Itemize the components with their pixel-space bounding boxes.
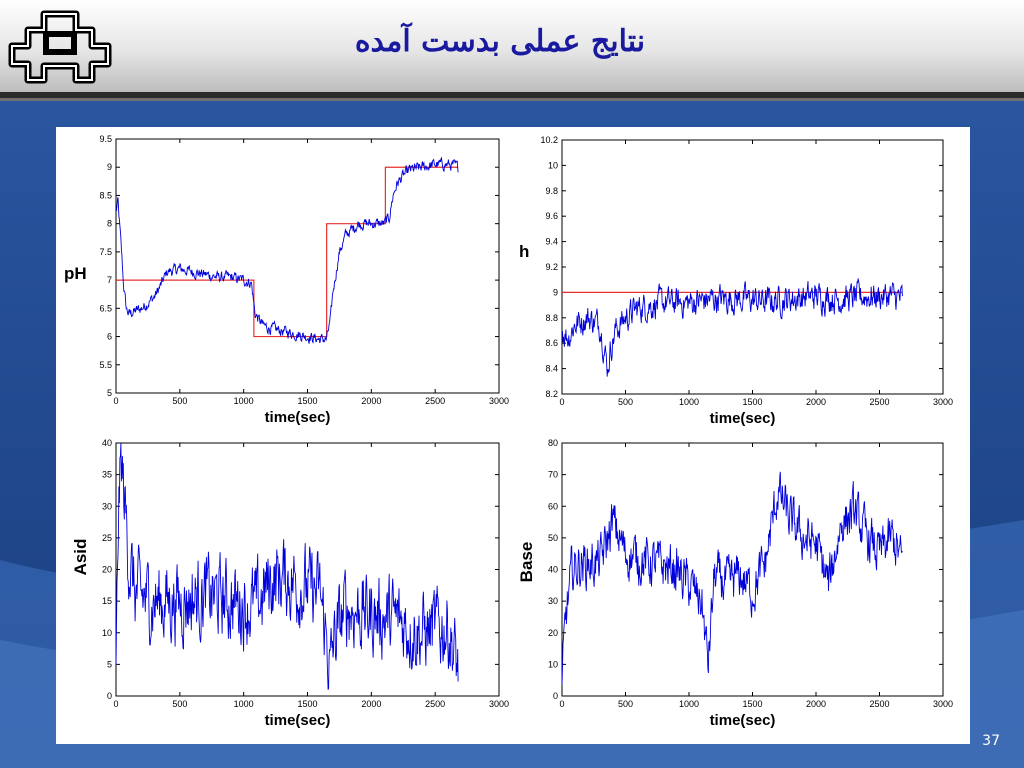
- x-axis-label: time(sec): [710, 410, 776, 427]
- y-tick-label: 6: [107, 332, 112, 342]
- slide-header: نتایج عملی بدست آمده: [0, 0, 1024, 92]
- y-tick-label: 8.4: [545, 364, 558, 374]
- x-tick-label: 500: [618, 699, 633, 709]
- y-axis-label: h: [519, 242, 529, 261]
- x-tick-label: 3000: [489, 699, 509, 709]
- x-tick-label: 2500: [425, 396, 445, 406]
- chart-ph: 0 500 1000 1500 2000 2500 3000 5 5.5 6 6.5 7 7.5 8 8.5…: [64, 134, 509, 426]
- measured-trace: [115, 442, 459, 690]
- x-axis-label: time(sec): [265, 712, 331, 729]
- y-tick-label: 5: [107, 388, 112, 398]
- y-tick-label: 8: [107, 219, 112, 229]
- x-tick-label: 2000: [361, 699, 381, 709]
- plot-area: [561, 139, 944, 395]
- header-divider-shadow: [0, 98, 1024, 101]
- x-tick-label: 2000: [806, 397, 826, 407]
- y-tick-label: 30: [548, 596, 558, 606]
- page-number: 37: [982, 733, 1000, 749]
- plot-area: [115, 442, 500, 697]
- chart-asid: 0 500 1000 1500 2000 2500 3000 0 5 10 15 20 25 30 35 40…: [71, 438, 509, 729]
- setpoint-line: [116, 166, 459, 338]
- y-tick-label: 8.5: [99, 190, 112, 200]
- y-tick-label: 35: [102, 470, 112, 480]
- y-tick-label: 8.8: [545, 313, 558, 323]
- y-tick-label: 10.2: [540, 135, 558, 145]
- y-tick-label: 9: [553, 287, 558, 297]
- x-tick-label: 1500: [742, 397, 762, 407]
- measured-trace: [561, 471, 903, 685]
- y-tick-label: 10: [548, 160, 558, 170]
- x-tick-label: 2500: [869, 397, 889, 407]
- x-tick-label: 1000: [234, 699, 254, 709]
- x-tick-label: 1000: [679, 699, 699, 709]
- x-axis-label: time(sec): [265, 409, 331, 426]
- x-axis-label: time(sec): [710, 712, 776, 729]
- y-tick-label: 7.5: [99, 247, 112, 257]
- y-tick-label: 30: [102, 501, 112, 511]
- y-tick-label: 8.2: [545, 389, 558, 399]
- y-axis-label: Asid: [71, 539, 90, 576]
- y-axis-label: Base: [517, 542, 536, 583]
- y-tick-label: 8.6: [545, 338, 558, 348]
- x-tick-label: 2500: [425, 699, 445, 709]
- y-axis-label: pH: [64, 264, 87, 283]
- x-tick-label: 1500: [742, 699, 762, 709]
- slide-title: نتایج عملی بدست آمده: [354, 24, 646, 59]
- y-tick-label: 25: [102, 533, 112, 543]
- x-tick-label: 1000: [234, 396, 254, 406]
- x-tick-label: 0: [559, 397, 564, 407]
- y-tick-label: 20: [548, 628, 558, 638]
- y-tick-label: 40: [548, 565, 558, 575]
- x-tick-label: 0: [113, 699, 118, 709]
- y-tick-label: 80: [548, 438, 558, 448]
- header-divider: [0, 92, 1024, 98]
- y-tick-label: 9.4: [545, 237, 558, 247]
- y-tick-label: 10: [102, 628, 112, 638]
- y-tick-label: 9: [107, 162, 112, 172]
- x-tick-label: 2500: [869, 699, 889, 709]
- x-tick-label: 500: [172, 699, 187, 709]
- x-tick-label: 3000: [489, 396, 509, 406]
- x-tick-label: 1000: [679, 397, 699, 407]
- chart-base: 0 500 1000 1500 2000 2500 3000 0 10 20 30 40 50 60 70 8…: [517, 438, 953, 729]
- y-tick-label: 0: [553, 691, 558, 701]
- x-tick-label: 3000: [933, 699, 953, 709]
- chart-h: 0 500 1000 1500 2000 2500 3000 8.2 8.4 8.6 8.8 9 9.2…: [519, 135, 953, 427]
- y-tick-label: 0: [107, 691, 112, 701]
- x-tick-label: 2000: [806, 699, 826, 709]
- measured-trace: [115, 156, 459, 344]
- y-tick-label: 40: [102, 438, 112, 448]
- x-tick-label: 0: [113, 396, 118, 406]
- x-tick-label: 2000: [361, 396, 381, 406]
- university-logo-icon: [8, 10, 112, 84]
- charts-canvas: 0 500 1000 1500 2000 2500 300055.566.577.588.5…: [64, 134, 953, 729]
- y-tick-label: 9.8: [545, 186, 558, 196]
- y-tick-label: 6.5: [99, 303, 112, 313]
- y-tick-label: 10: [548, 659, 558, 669]
- measured-trace: [561, 278, 903, 377]
- y-tick-label: 5: [107, 659, 112, 669]
- x-tick-label: 1500: [297, 699, 317, 709]
- y-tick-label: 7: [107, 275, 112, 285]
- y-tick-label: 50: [548, 533, 558, 543]
- y-tick-label: 9.2: [545, 262, 558, 272]
- x-tick-label: 0: [559, 699, 564, 709]
- plot-area: [561, 442, 944, 697]
- y-tick-label: 5.5: [99, 360, 112, 370]
- y-tick-label: 9.5: [99, 134, 112, 144]
- y-tick-label: 20: [102, 565, 112, 575]
- x-tick-label: 1500: [297, 396, 317, 406]
- x-tick-label: 500: [618, 397, 633, 407]
- y-tick-label: 60: [548, 501, 558, 511]
- y-tick-label: 15: [102, 596, 112, 606]
- x-tick-label: 3000: [933, 397, 953, 407]
- y-tick-label: 70: [548, 470, 558, 480]
- y-tick-label: 9.6: [545, 211, 558, 221]
- results-panel: 0 500 1000 1500 2000 2500 3000 5 5.5 6 6.5 7 7.5 8 8.5…: [56, 127, 970, 744]
- x-tick-label: 500: [172, 396, 187, 406]
